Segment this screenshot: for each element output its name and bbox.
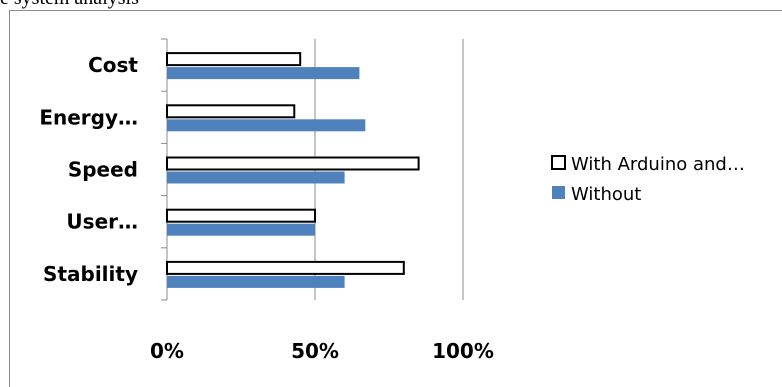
legend-label: Without bbox=[571, 184, 641, 205]
bar-without bbox=[167, 67, 360, 80]
x-tick-label: 0% bbox=[150, 339, 184, 363]
bar-without bbox=[167, 171, 345, 184]
category-label: User… bbox=[66, 210, 138, 234]
category-label: Speed bbox=[68, 158, 138, 182]
bars bbox=[166, 52, 420, 288]
category-label: Energy… bbox=[39, 105, 138, 129]
bar-without bbox=[167, 223, 315, 236]
cropped-title: e system analysis bbox=[0, 0, 139, 10]
chart-frame bbox=[9, 10, 782, 387]
legend: With Arduino and… Without bbox=[551, 154, 745, 205]
x-tick-label: 50% bbox=[291, 339, 339, 363]
bar-with-arduino bbox=[166, 260, 405, 275]
category-label: Cost bbox=[88, 53, 138, 77]
bar-with-arduino bbox=[166, 156, 420, 171]
bar-with-arduino bbox=[166, 208, 316, 223]
category-label: Stability bbox=[43, 262, 138, 286]
legend-swatch bbox=[551, 155, 566, 170]
x-tick-label: 100% bbox=[432, 339, 494, 363]
bar-without bbox=[167, 275, 345, 288]
axis-labels: 0% 50% 100% Cost Energy… Speed User… Stability bbox=[39, 53, 494, 363]
legend-label: With Arduino and… bbox=[571, 154, 745, 175]
legend-swatch bbox=[552, 186, 565, 199]
bar-without bbox=[167, 119, 366, 132]
bar-with-arduino bbox=[166, 52, 302, 67]
bar-with-arduino bbox=[166, 104, 296, 119]
